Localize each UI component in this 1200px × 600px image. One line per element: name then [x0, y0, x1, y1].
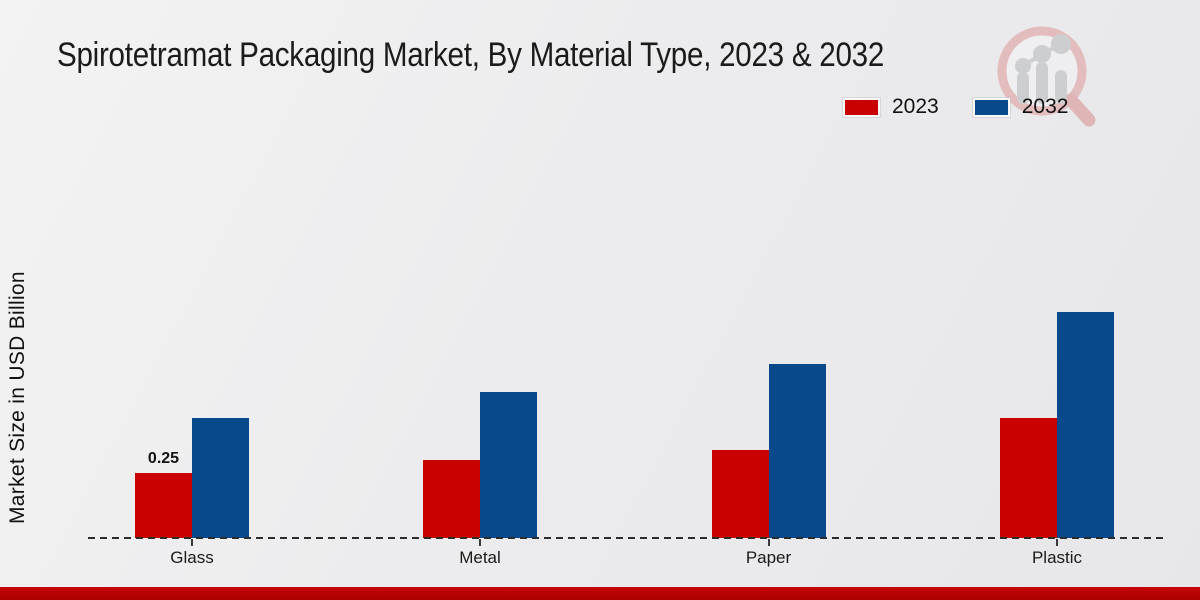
y-axis-label: Market Size in USD Billion	[6, 271, 29, 525]
legend-label-2023: 2023	[892, 95, 939, 118]
legend-swatch-2023	[845, 99, 878, 115]
bar-2032-metal	[480, 392, 537, 538]
legend-label-2032: 2032	[1021, 95, 1069, 118]
x-axis-tick-plastic	[1056, 539, 1058, 546]
bar-2023-metal	[423, 460, 480, 538]
data-label-2023-glass: 0.25	[147, 450, 180, 467]
x-axis-tick-paper	[767, 539, 770, 546]
x-axis-tick-glass	[191, 539, 193, 546]
bar-2023-glass	[135, 473, 192, 538]
x-axis-tick-metal	[479, 539, 481, 546]
bar-2023-paper	[711, 450, 769, 538]
chart-title: Spirotetramat Packaging Market, By Mater…	[57, 36, 885, 74]
bar-2023-plastic	[1000, 418, 1057, 538]
x-axis-label-metal: Metal	[459, 548, 501, 567]
x-axis-baseline	[88, 537, 1165, 539]
x-axis-label-paper: Paper	[745, 548, 792, 567]
bar-2032-glass	[192, 418, 249, 538]
legend-item-2023: 2023	[845, 95, 939, 119]
x-axis-label-glass: Glass	[170, 548, 214, 567]
legend: 2023 2032	[845, 95, 1068, 119]
bottom-accent-bar	[0, 587, 1200, 600]
legend-swatch-2032	[974, 99, 1008, 115]
legend-item-2032: 2032	[974, 95, 1069, 119]
bar-2032-plastic	[1057, 312, 1114, 538]
bar-2032-paper	[768, 364, 826, 538]
magnifier-bar-chart-watermark-icon	[997, 26, 1096, 127]
x-axis-label-plastic: Plastic	[1031, 548, 1083, 567]
